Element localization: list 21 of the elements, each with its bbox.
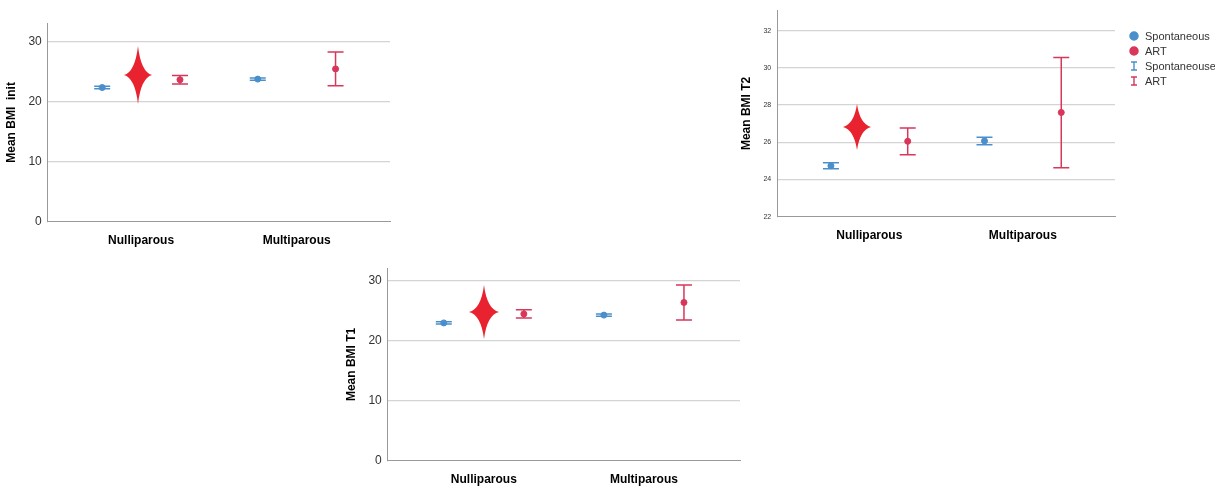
x-tick-label: Nulliparous [108,233,175,248]
y-axis-title: Mean BMI init [3,82,18,163]
legend-label: ART [1145,44,1167,57]
y-tick-label: 30 [28,33,43,48]
y-tick-label: 0 [375,452,383,467]
y-tick-label: 30 [368,272,383,287]
text: ART [1145,74,1167,87]
x-tick-label: Nulliparous [450,472,518,487]
text: Spontaneouse [1145,59,1215,72]
x-tick-label: Multiparous [262,233,331,248]
y-tick-label: 10 [28,153,43,168]
y-tick-label: 10 [368,392,383,407]
x-tick-label: Multiparous [609,472,679,487]
y-axis-title: Mean BMI T2 [738,76,753,151]
legend-label: Spontaneous [1145,29,1210,42]
x-tick-label: Nulliparous [836,228,903,243]
y-tick-label: 20 [28,93,43,108]
x-tick-label: Multiparous [988,228,1058,243]
y-tick-label: 20 [368,332,383,347]
y-axis-title: Mean BMI T1 [343,327,358,402]
y-tick-label: 0 [35,213,43,228]
